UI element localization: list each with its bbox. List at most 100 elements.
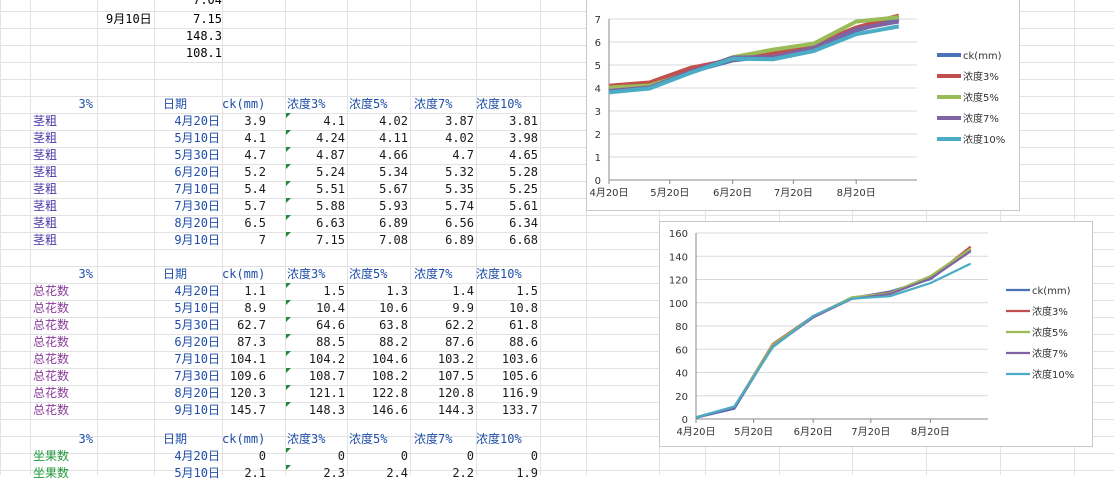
date-cell[interactable]: 6月20日 bbox=[174, 335, 220, 349]
value-cell[interactable]: 3.9 bbox=[244, 114, 266, 128]
value-cell[interactable]: 8.9 bbox=[244, 301, 266, 315]
value-cell[interactable]: 0 bbox=[258, 449, 266, 463]
date-cell[interactable]: 9月10日 bbox=[174, 233, 220, 247]
row-label-cell[interactable]: 茎粗 bbox=[33, 233, 58, 247]
row-label-cell[interactable]: 茎粗 bbox=[33, 165, 58, 179]
row-label-cell[interactable]: 坐果数 bbox=[33, 449, 70, 463]
row-label-cell[interactable]: 总花数 bbox=[33, 369, 70, 383]
cell-top-b1[interactable]: 9月10日 bbox=[106, 12, 152, 26]
stem-thickness-chart[interactable]: 0 1 2 3 4 5 6 7 4月20日 5月20日 6月20日 7月20日 8月20日 ck(mm) 浓… bbox=[586, 0, 1020, 211]
value-cell[interactable]: 4.02 bbox=[379, 114, 408, 128]
value-cell[interactable]: 4.11 bbox=[379, 131, 408, 145]
cell-top-c0[interactable]: 7.04 bbox=[193, 0, 222, 7]
value-cell[interactable]: 88.6 bbox=[509, 335, 538, 349]
value-cell[interactable]: 5.93 bbox=[379, 199, 408, 213]
section-percent-label[interactable]: 3% bbox=[78, 432, 93, 446]
value-cell[interactable]: 103.2 bbox=[437, 352, 474, 366]
date-cell[interactable]: 4月20日 bbox=[174, 114, 220, 128]
value-cell[interactable]: 5.24 bbox=[316, 165, 345, 179]
table-header-cell[interactable]: 浓度10% bbox=[476, 97, 522, 111]
value-cell[interactable]: 5.2 bbox=[244, 165, 266, 179]
value-cell[interactable]: 0 bbox=[530, 449, 538, 463]
table-header-cell[interactable]: ck(mm) bbox=[222, 432, 266, 446]
value-cell[interactable]: 0 bbox=[400, 449, 408, 463]
table-header-cell[interactable]: ck(mm) bbox=[222, 97, 266, 111]
value-cell[interactable]: 88.5 bbox=[316, 335, 345, 349]
value-cell[interactable]: 6.56 bbox=[445, 216, 474, 230]
value-cell[interactable]: 5.74 bbox=[445, 199, 474, 213]
section-percent-label[interactable]: 3% bbox=[78, 97, 93, 111]
value-cell[interactable]: 1.4 bbox=[452, 284, 474, 298]
table-header-cell[interactable]: 浓度3% bbox=[287, 432, 326, 446]
row-label-cell[interactable]: 总花数 bbox=[33, 352, 70, 366]
value-cell[interactable]: 5.28 bbox=[509, 165, 538, 179]
value-cell[interactable]: 105.6 bbox=[501, 369, 538, 383]
row-label-cell[interactable]: 茎粗 bbox=[33, 216, 58, 230]
value-cell[interactable]: 107.5 bbox=[437, 369, 474, 383]
date-cell[interactable]: 7月10日 bbox=[174, 352, 220, 366]
section-percent-label[interactable]: 3% bbox=[78, 267, 93, 281]
date-cell[interactable]: 4月20日 bbox=[174, 449, 220, 463]
value-cell[interactable]: 4.24 bbox=[316, 131, 345, 145]
value-cell[interactable]: 120.3 bbox=[229, 386, 266, 400]
value-cell[interactable]: 4.87 bbox=[316, 148, 345, 162]
value-cell[interactable]: 5.67 bbox=[379, 182, 408, 196]
row-label-cell[interactable]: 茎粗 bbox=[33, 182, 58, 196]
cell-top-c2[interactable]: 148.3 bbox=[185, 29, 222, 43]
row-label-cell[interactable]: 总花数 bbox=[33, 318, 70, 332]
value-cell[interactable]: 3.81 bbox=[509, 114, 538, 128]
value-cell[interactable]: 1.1 bbox=[244, 284, 266, 298]
value-cell[interactable]: 4.7 bbox=[244, 148, 266, 162]
row-label-cell[interactable]: 总花数 bbox=[33, 301, 70, 315]
value-cell[interactable]: 7 bbox=[258, 233, 266, 247]
value-cell[interactable]: 2.2 bbox=[452, 466, 474, 480]
row-label-cell[interactable]: 茎粗 bbox=[33, 199, 58, 213]
value-cell[interactable]: 5.35 bbox=[445, 182, 474, 196]
table-header-cell[interactable]: 浓度10% bbox=[476, 432, 522, 446]
value-cell[interactable]: 103.6 bbox=[501, 352, 538, 366]
value-cell[interactable]: 108.7 bbox=[308, 369, 345, 383]
value-cell[interactable]: 5.25 bbox=[509, 182, 538, 196]
date-cell[interactable]: 5月10日 bbox=[174, 301, 220, 315]
cell-top-c3[interactable]: 108.1 bbox=[185, 46, 222, 60]
table-header-cell[interactable]: 浓度5% bbox=[349, 432, 388, 446]
value-cell[interactable]: 62.2 bbox=[445, 318, 474, 332]
value-cell[interactable]: 104.2 bbox=[308, 352, 345, 366]
value-cell[interactable]: 7.15 bbox=[316, 233, 345, 247]
table-header-cell[interactable]: ck(mm) bbox=[222, 267, 266, 281]
row-label-cell[interactable]: 总花数 bbox=[33, 403, 70, 417]
value-cell[interactable]: 148.3 bbox=[308, 403, 345, 417]
table-header-cell[interactable]: 浓度5% bbox=[349, 267, 388, 281]
table-header-cell[interactable]: 浓度7% bbox=[414, 432, 453, 446]
value-cell[interactable]: 4.65 bbox=[509, 148, 538, 162]
table-header-cell[interactable]: 浓度3% bbox=[287, 97, 326, 111]
date-cell[interactable]: 7月30日 bbox=[174, 199, 220, 213]
value-cell[interactable]: 0 bbox=[337, 449, 345, 463]
date-cell[interactable]: 5月30日 bbox=[174, 318, 220, 332]
row-label-cell[interactable]: 茎粗 bbox=[33, 114, 58, 128]
value-cell[interactable]: 5.61 bbox=[509, 199, 538, 213]
table-header-cell[interactable]: 浓度3% bbox=[287, 267, 326, 281]
date-cell[interactable]: 8月20日 bbox=[174, 386, 220, 400]
row-label-cell[interactable]: 总花数 bbox=[33, 386, 70, 400]
value-cell[interactable]: 5.32 bbox=[445, 165, 474, 179]
value-cell[interactable]: 5.4 bbox=[244, 182, 266, 196]
table-header-cell[interactable]: 浓度7% bbox=[414, 267, 453, 281]
value-cell[interactable]: 63.8 bbox=[379, 318, 408, 332]
value-cell[interactable]: 87.6 bbox=[445, 335, 474, 349]
value-cell[interactable]: 6.34 bbox=[509, 216, 538, 230]
value-cell[interactable]: 2.1 bbox=[244, 466, 266, 480]
value-cell[interactable]: 144.3 bbox=[437, 403, 474, 417]
row-label-cell[interactable]: 总花数 bbox=[33, 284, 70, 298]
value-cell[interactable]: 9.9 bbox=[452, 301, 474, 315]
value-cell[interactable]: 5.7 bbox=[244, 199, 266, 213]
value-cell[interactable]: 10.4 bbox=[316, 301, 345, 315]
cell-top-c1[interactable]: 7.15 bbox=[193, 12, 222, 26]
value-cell[interactable]: 88.2 bbox=[379, 335, 408, 349]
value-cell[interactable]: 5.51 bbox=[316, 182, 345, 196]
value-cell[interactable]: 10.6 bbox=[379, 301, 408, 315]
value-cell[interactable]: 6.63 bbox=[316, 216, 345, 230]
value-cell[interactable]: 2.3 bbox=[323, 466, 345, 480]
row-label-cell[interactable]: 茎粗 bbox=[33, 148, 58, 162]
value-cell[interactable]: 146.6 bbox=[371, 403, 408, 417]
